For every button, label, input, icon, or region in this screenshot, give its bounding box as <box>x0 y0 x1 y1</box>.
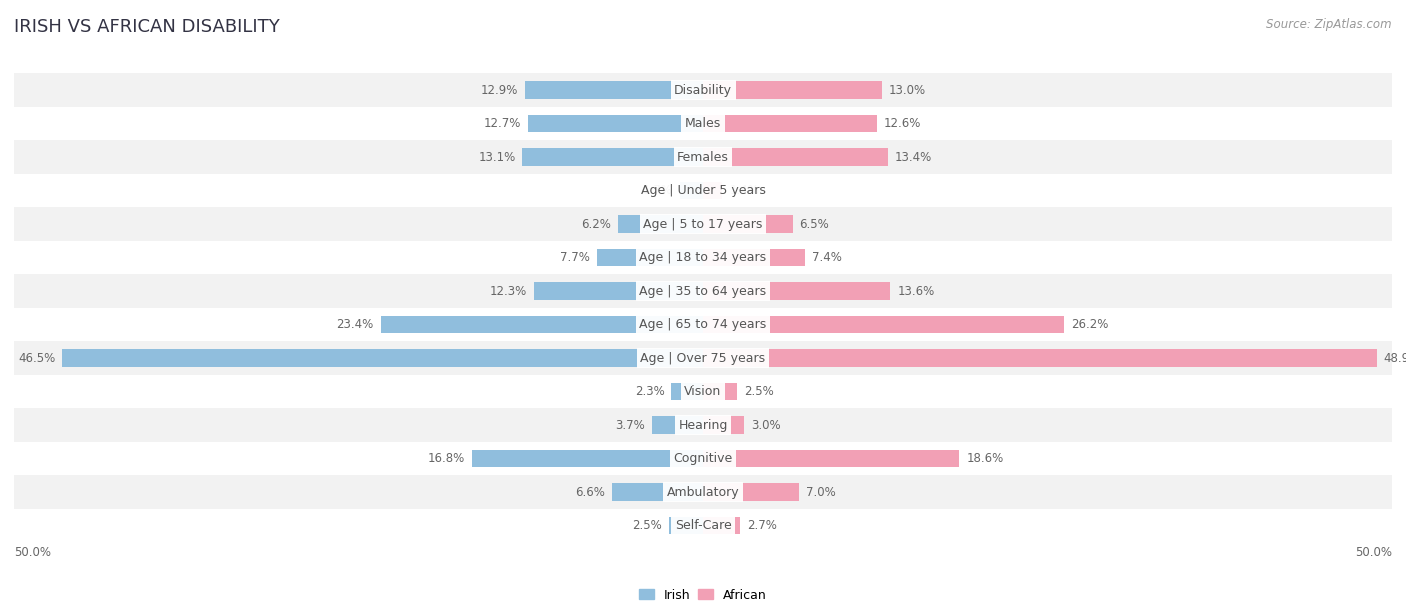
Text: Age | 35 to 64 years: Age | 35 to 64 years <box>640 285 766 297</box>
Bar <box>14 509 1392 542</box>
Text: 7.7%: 7.7% <box>560 251 591 264</box>
Text: Hearing: Hearing <box>678 419 728 431</box>
Text: 7.4%: 7.4% <box>811 251 842 264</box>
Bar <box>671 383 703 400</box>
Text: 13.0%: 13.0% <box>889 84 927 97</box>
Bar <box>703 149 887 166</box>
Bar <box>703 182 723 200</box>
Bar <box>703 349 1376 367</box>
Text: 48.9%: 48.9% <box>1384 352 1406 365</box>
Bar <box>14 274 1392 308</box>
Bar <box>612 483 703 501</box>
Bar <box>14 174 1392 207</box>
Bar <box>14 442 1392 476</box>
Bar <box>523 149 703 166</box>
Bar <box>14 408 1392 442</box>
Text: 6.6%: 6.6% <box>575 486 605 499</box>
Bar <box>14 375 1392 408</box>
Bar <box>14 341 1392 375</box>
Text: 7.0%: 7.0% <box>807 486 837 499</box>
Bar <box>533 283 703 300</box>
Text: Vision: Vision <box>685 385 721 398</box>
Text: Age | Over 75 years: Age | Over 75 years <box>641 352 765 365</box>
Bar <box>14 107 1392 140</box>
Bar <box>703 517 740 534</box>
Text: 12.3%: 12.3% <box>489 285 527 297</box>
Bar <box>14 476 1392 509</box>
Text: Age | 5 to 17 years: Age | 5 to 17 years <box>644 218 762 231</box>
Bar <box>669 517 703 534</box>
Text: 26.2%: 26.2% <box>1071 318 1108 331</box>
Bar <box>703 283 890 300</box>
Bar <box>14 308 1392 341</box>
Bar <box>703 81 882 99</box>
Text: Males: Males <box>685 117 721 130</box>
Text: 12.9%: 12.9% <box>481 84 519 97</box>
Bar <box>703 215 793 233</box>
Text: 2.7%: 2.7% <box>747 519 778 532</box>
Text: 18.6%: 18.6% <box>966 452 1004 465</box>
Text: 12.6%: 12.6% <box>883 117 921 130</box>
Text: Disability: Disability <box>673 84 733 97</box>
Bar <box>598 249 703 266</box>
Bar <box>529 115 703 132</box>
Text: Age | 65 to 74 years: Age | 65 to 74 years <box>640 318 766 331</box>
Text: 23.4%: 23.4% <box>336 318 374 331</box>
Bar <box>703 450 959 468</box>
Text: 13.6%: 13.6% <box>897 285 935 297</box>
Text: 2.3%: 2.3% <box>634 385 665 398</box>
Bar <box>381 316 703 334</box>
Bar <box>471 450 703 468</box>
Text: 3.0%: 3.0% <box>751 419 780 431</box>
Bar <box>703 249 806 266</box>
Bar <box>703 417 744 434</box>
Text: 2.5%: 2.5% <box>744 385 775 398</box>
Text: Females: Females <box>678 151 728 163</box>
Bar <box>14 73 1392 107</box>
Text: 6.5%: 6.5% <box>800 218 830 231</box>
Bar <box>679 182 703 200</box>
Text: 50.0%: 50.0% <box>14 547 51 559</box>
Bar <box>652 417 703 434</box>
Text: 13.1%: 13.1% <box>478 151 516 163</box>
Text: 13.4%: 13.4% <box>894 151 932 163</box>
Text: 6.2%: 6.2% <box>581 218 610 231</box>
Text: IRISH VS AFRICAN DISABILITY: IRISH VS AFRICAN DISABILITY <box>14 18 280 36</box>
Text: 46.5%: 46.5% <box>18 352 55 365</box>
Text: 3.7%: 3.7% <box>616 419 645 431</box>
Text: Age | 18 to 34 years: Age | 18 to 34 years <box>640 251 766 264</box>
Text: Cognitive: Cognitive <box>673 452 733 465</box>
Legend: Irish, African: Irish, African <box>634 584 772 606</box>
Text: 16.8%: 16.8% <box>427 452 464 465</box>
Text: 1.4%: 1.4% <box>730 184 759 197</box>
Text: Ambulatory: Ambulatory <box>666 486 740 499</box>
Text: 50.0%: 50.0% <box>1355 547 1392 559</box>
Text: Source: ZipAtlas.com: Source: ZipAtlas.com <box>1267 18 1392 31</box>
Bar <box>526 81 703 99</box>
Text: Self-Care: Self-Care <box>675 519 731 532</box>
Bar <box>62 349 703 367</box>
Text: 1.7%: 1.7% <box>643 184 672 197</box>
Bar <box>703 316 1064 334</box>
Text: 12.7%: 12.7% <box>484 117 522 130</box>
Bar <box>617 215 703 233</box>
Bar <box>703 383 738 400</box>
Bar <box>14 241 1392 274</box>
Text: 2.5%: 2.5% <box>631 519 662 532</box>
Bar <box>703 483 800 501</box>
Text: Age | Under 5 years: Age | Under 5 years <box>641 184 765 197</box>
Bar <box>14 140 1392 174</box>
Bar <box>14 207 1392 241</box>
Bar <box>703 115 876 132</box>
